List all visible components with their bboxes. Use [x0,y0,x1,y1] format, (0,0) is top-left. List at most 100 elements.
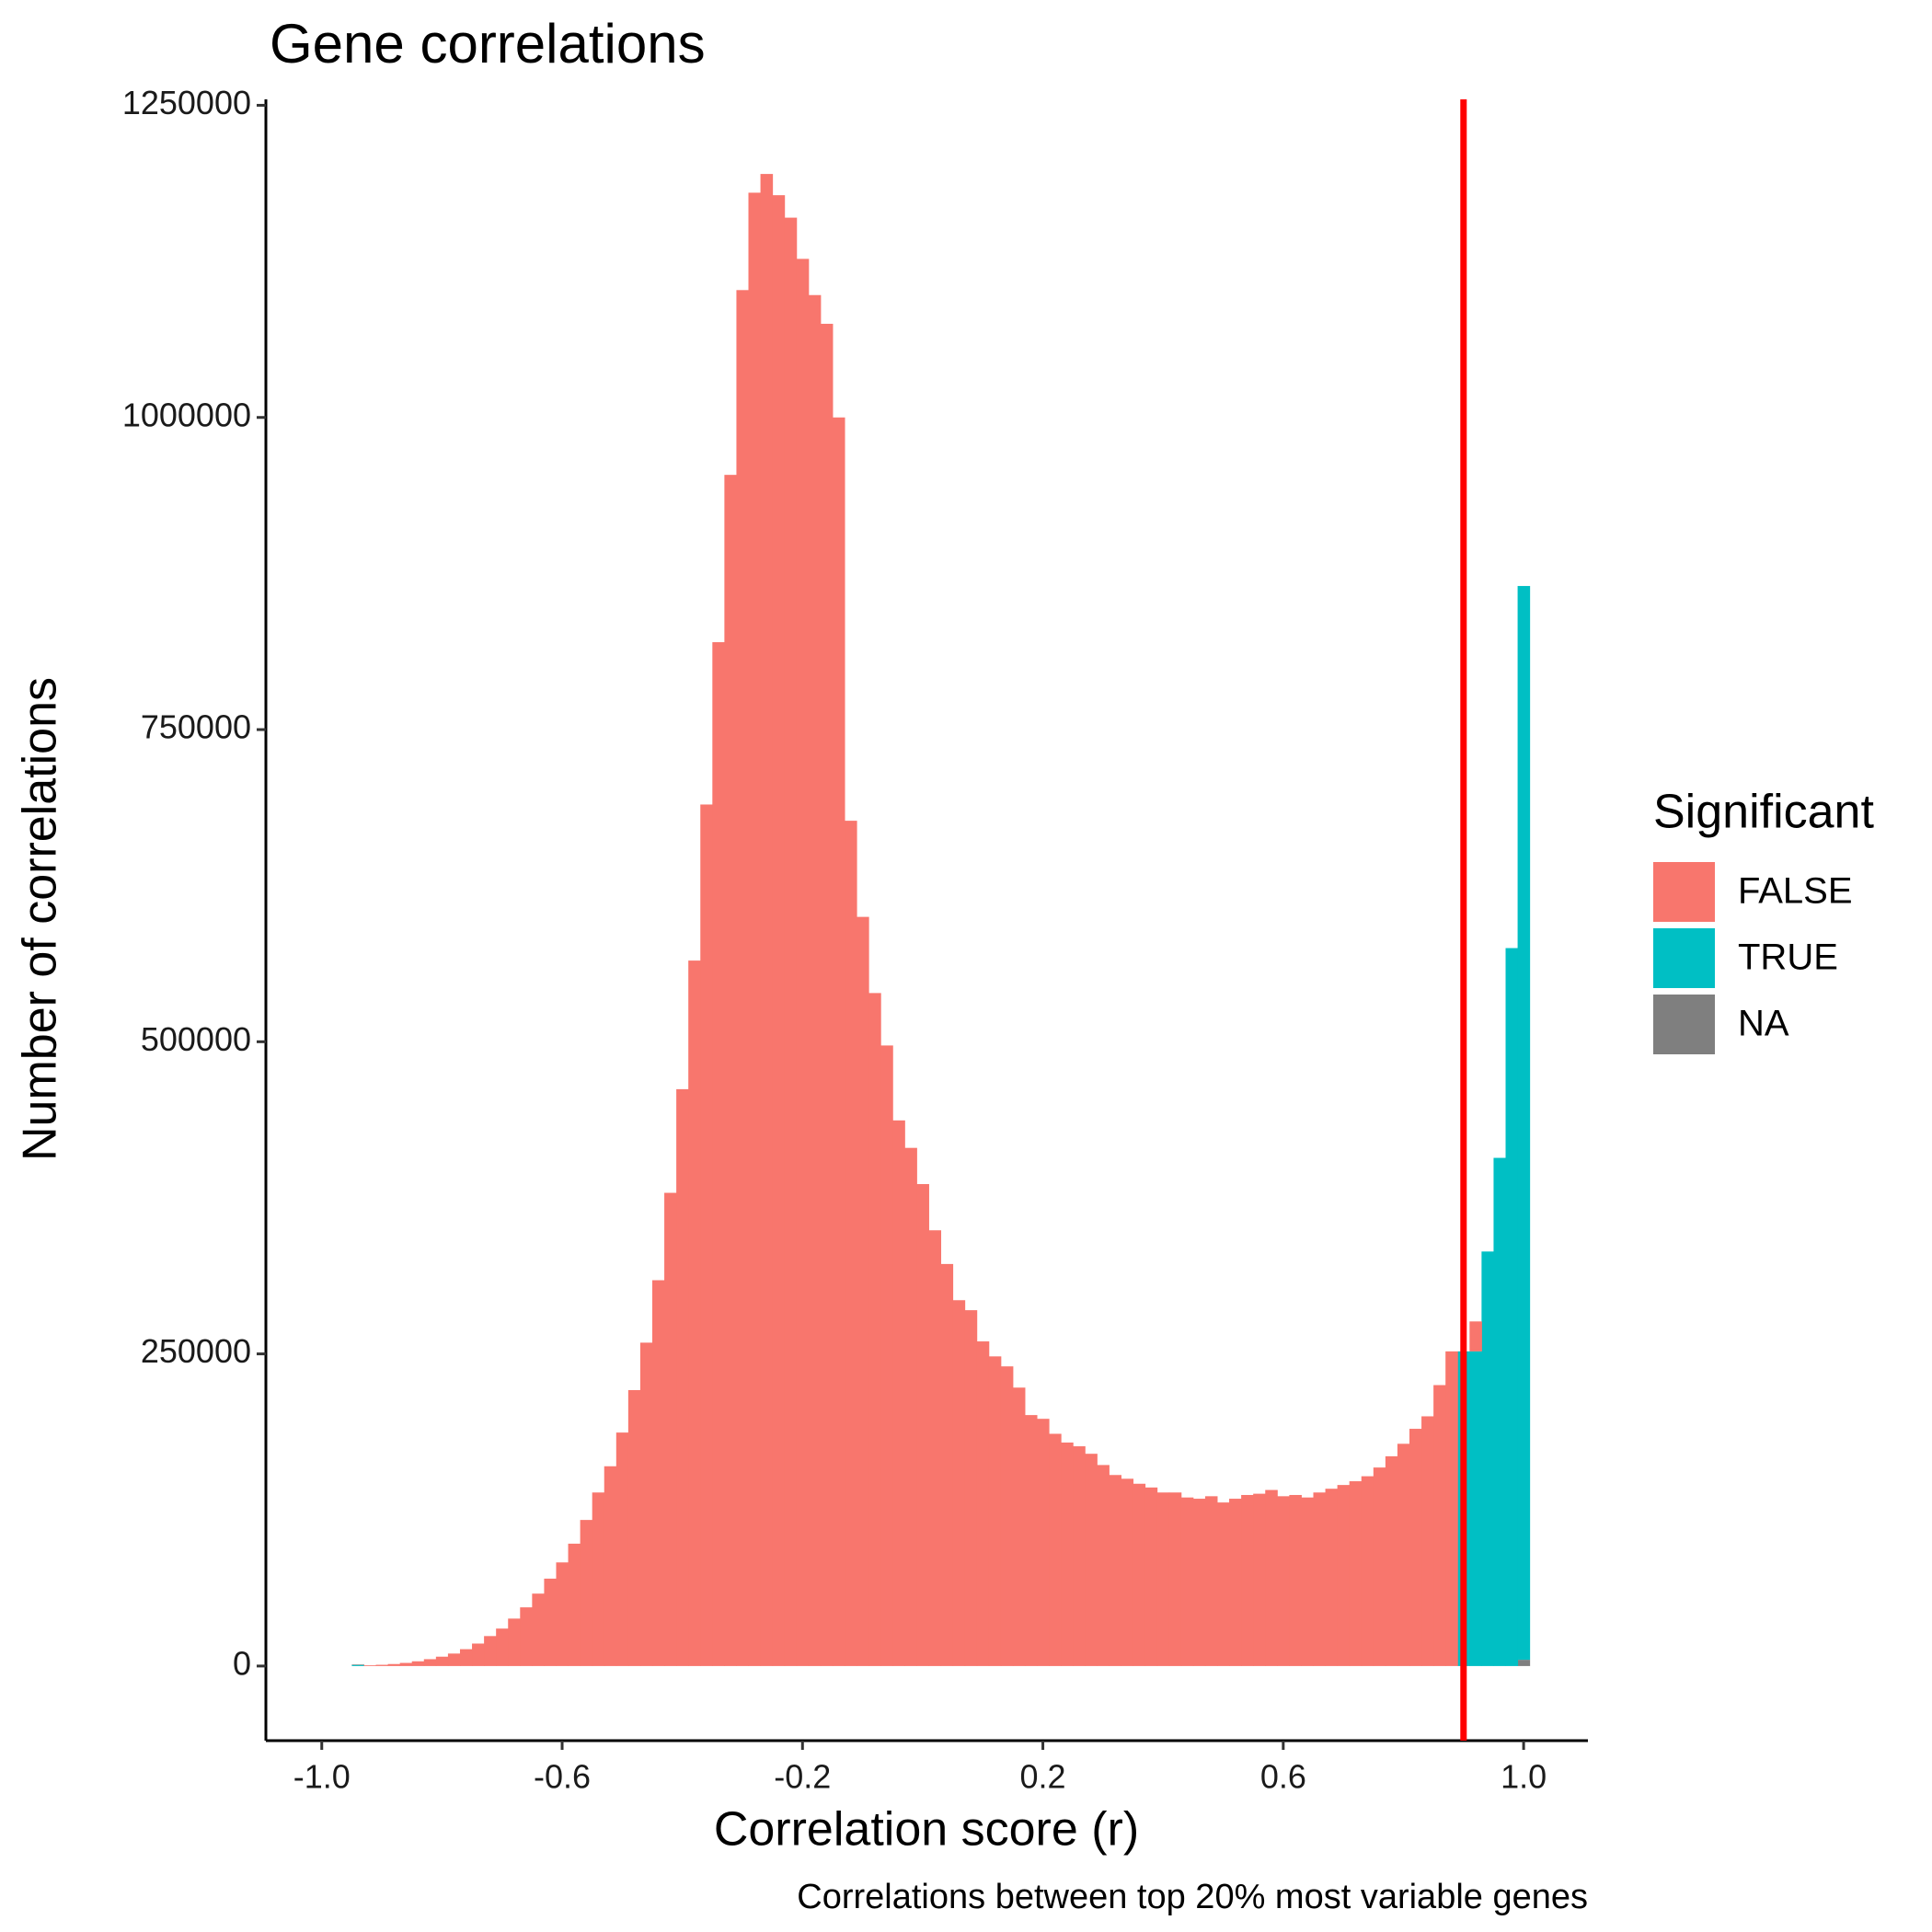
bar [615,1432,629,1666]
bar [676,1088,689,1666]
bar [1289,1494,1302,1666]
bar [1049,1433,1062,1666]
bar [496,1628,509,1666]
legend-title: Significant [1653,786,1874,839]
bar [1325,1489,1339,1666]
bar [363,1665,377,1666]
bar [1517,1660,1531,1666]
bar [868,993,881,1666]
x-axis-title: Correlation score (r) [714,1803,1139,1857]
bar [1277,1496,1290,1666]
legend-key [1653,995,1715,1054]
bar [700,804,713,1666]
bar [1409,1429,1422,1666]
bar [472,1643,485,1666]
bar [411,1661,425,1666]
bar [916,1184,929,1666]
bar [1349,1481,1363,1666]
bar [1085,1454,1098,1666]
y-tick-label: 1250000 [122,84,251,121]
bar [1517,585,1531,1661]
bar [857,916,869,1666]
x-tick-label: -1.0 [293,1758,351,1796]
bar [375,1664,389,1666]
legend-label: NA [1738,1004,1789,1044]
bar [1481,1251,1494,1666]
bar [688,960,701,1666]
bar [1073,1446,1086,1666]
bar [447,1653,461,1666]
bar [1241,1494,1254,1666]
x-tick-label: -0.6 [534,1758,591,1796]
x-tick-label: 0.2 [1020,1758,1066,1796]
bar [772,195,786,1666]
bar [1265,1489,1278,1666]
x-tick-label: 0.6 [1260,1758,1306,1796]
bar [604,1466,617,1666]
bar [556,1562,569,1666]
bar [904,1147,917,1666]
bar [1216,1502,1230,1666]
bar [832,417,845,1666]
bar [928,1230,942,1666]
bar [544,1578,557,1666]
bar [1204,1496,1218,1666]
bar [988,1356,1002,1666]
bar [964,1310,978,1666]
bar [1253,1493,1266,1666]
bar [387,1663,401,1666]
x-tick-label: -0.2 [774,1758,831,1796]
legend-key [1653,862,1715,922]
bar [639,1342,653,1666]
bar [1168,1492,1182,1666]
bar [1313,1492,1327,1666]
y-tick-label: 500000 [141,1020,251,1058]
bar [568,1543,581,1666]
bar [1156,1492,1170,1666]
bar [1361,1476,1374,1666]
bar [820,323,834,1666]
bar [1000,1366,1014,1666]
bar [1229,1499,1242,1666]
bar [1097,1465,1110,1666]
bar [784,217,798,1666]
bar [351,1664,364,1666]
bar [520,1607,533,1666]
bar [1133,1483,1146,1666]
bar [1493,1157,1507,1666]
bar [1505,948,1519,1666]
bar [1385,1455,1398,1666]
bar [880,1045,893,1666]
bar [796,259,810,1666]
bar [627,1389,641,1666]
bar [1469,1321,1482,1351]
y-tick-label: 250000 [141,1332,251,1370]
bar [484,1636,497,1666]
bar [508,1618,521,1666]
bar [1109,1475,1121,1666]
y-tick-label: 1000000 [122,396,251,433]
bar [592,1492,605,1666]
caption: Correlations between top 20% most variab… [797,1878,1588,1916]
bar [712,642,725,1666]
bar [1397,1443,1410,1666]
bar [1433,1385,1446,1666]
bar [736,290,750,1666]
bar [748,192,762,1666]
x-tick-label: 1.0 [1501,1758,1547,1796]
bar [845,821,857,1666]
bar [1061,1442,1074,1666]
bar [459,1649,473,1666]
bar [724,475,737,1666]
bar [1301,1497,1314,1666]
bar [808,294,822,1666]
bar [1445,1351,1458,1666]
bar [1192,1499,1206,1666]
y-tick-label: 0 [233,1644,251,1682]
bar [580,1520,593,1666]
bar [1421,1416,1434,1666]
bar [651,1280,665,1666]
legend-label: TRUE [1738,937,1838,978]
chart-title: Gene correlations [270,13,706,75]
